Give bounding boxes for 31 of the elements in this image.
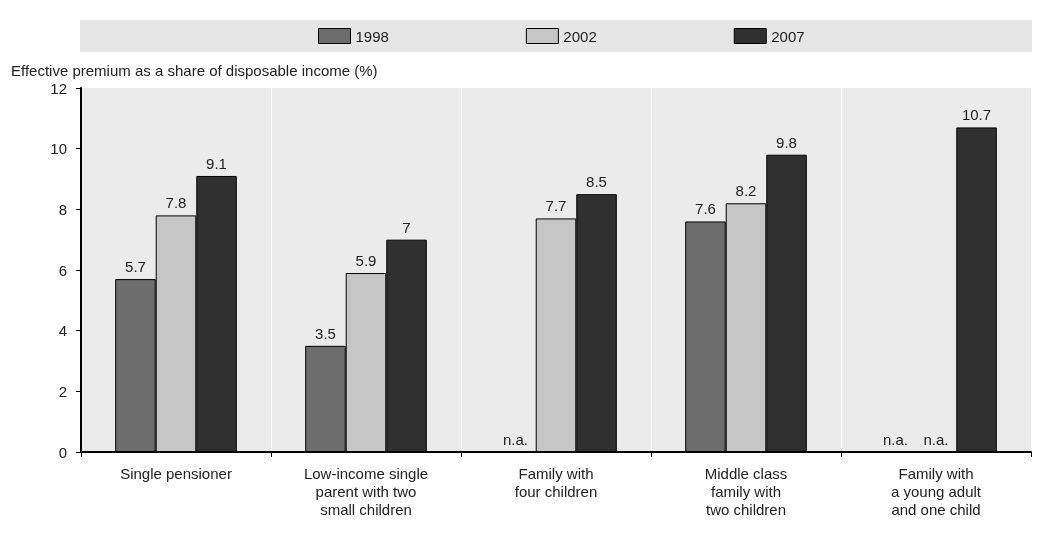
y-tick-label: 8 (58, 200, 67, 218)
x-tick-label: Family with a young adult and one child (890, 464, 982, 518)
legend-label: 1998 (355, 27, 389, 45)
data-label: 10.7 (961, 106, 992, 124)
text: n.a. (923, 431, 949, 448)
data-label: 7.8 (165, 194, 187, 212)
data-label: 3.5 (315, 324, 336, 342)
data-label: 9.1 (206, 154, 227, 172)
data-label: 7 (402, 218, 411, 236)
x-tick-label: Low-income single parent with two small children (303, 464, 429, 518)
x-tick-label: Single pensioner (120, 464, 232, 482)
data-label: 5.9 (355, 252, 377, 270)
y-tick-label: 10 (50, 140, 67, 158)
legend-label: 2002 (563, 27, 597, 45)
x-tick-label: Family with four children (514, 464, 598, 500)
data-label: 5.7 (125, 258, 146, 276)
y-tick-label: 6 (58, 261, 67, 279)
data-label: 8.5 (586, 173, 607, 191)
data-label: 8.2 (735, 182, 757, 200)
data-label: 7.6 (695, 200, 716, 218)
y-tick-label: 0 (58, 443, 67, 461)
text: n.a. (502, 431, 528, 448)
y-axis-title: Effective premium as a share of disposable income (%) (11, 62, 378, 79)
legend-label: 2007 (771, 27, 805, 45)
y-tick-label: 4 (58, 322, 67, 340)
text: n.a. (882, 431, 908, 448)
y-tick-label: 12 (50, 79, 67, 97)
data-label: 9.8 (776, 133, 797, 151)
data-label: 7.7 (545, 197, 567, 215)
x-tick-label: Middle class family with two children (704, 464, 788, 518)
y-tick-label: 2 (58, 382, 67, 400)
